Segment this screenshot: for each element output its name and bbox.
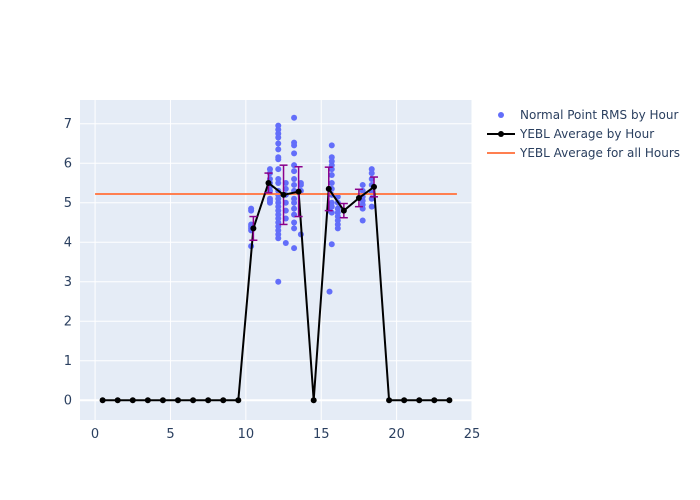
scatter-point xyxy=(359,181,366,188)
legend: Normal Point RMS by Hour YEBL Average by… xyxy=(487,108,680,160)
average-marker xyxy=(340,207,347,214)
y-tick-label: 5 xyxy=(64,196,72,211)
x-tick-label: 25 xyxy=(464,427,481,442)
scatter-point xyxy=(275,176,282,183)
scatter-point xyxy=(291,139,298,146)
y-tick-label: 7 xyxy=(64,117,72,132)
scatter-point xyxy=(291,150,298,157)
scatter-point xyxy=(291,176,298,183)
average-marker xyxy=(431,397,438,404)
scatter-point xyxy=(275,278,282,285)
scatter-point xyxy=(282,199,289,206)
scatter-point xyxy=(291,181,298,188)
legend-average-marker xyxy=(498,131,504,137)
scatter-point xyxy=(291,219,298,226)
average-marker xyxy=(295,188,302,195)
scatter-point xyxy=(275,122,282,129)
average-marker xyxy=(99,397,106,404)
average-marker xyxy=(235,397,242,404)
average-marker xyxy=(175,397,181,404)
scatter-point xyxy=(266,166,273,173)
scatter-point xyxy=(328,179,335,186)
scatter-point xyxy=(291,205,298,212)
scatter-point xyxy=(266,195,273,202)
scatter-point xyxy=(282,179,289,186)
tick-labels: 0 5 10 15 20 25 0 1 2 3 4 5 6 7 xyxy=(64,117,481,442)
scatter-point xyxy=(328,199,335,206)
average-marker xyxy=(310,397,317,404)
scatter-point xyxy=(282,240,289,247)
average-marker xyxy=(190,397,197,404)
x-tick-label: 5 xyxy=(166,427,174,442)
plot-area xyxy=(80,100,472,420)
plot-content xyxy=(95,114,457,404)
scatter-point xyxy=(328,154,335,161)
average-marker xyxy=(250,225,257,232)
average-marker xyxy=(325,185,332,192)
average-marker xyxy=(355,194,362,201)
scatter-point xyxy=(275,140,282,147)
scatter-point xyxy=(368,166,375,173)
average-marker xyxy=(129,397,136,404)
scatter-point xyxy=(275,154,282,161)
average-marker xyxy=(265,179,272,186)
scatter-point xyxy=(334,205,341,212)
scatter-point xyxy=(291,245,298,252)
scatter-point xyxy=(359,217,366,224)
y-tick-label: 3 xyxy=(64,275,72,290)
average-marker xyxy=(401,397,408,404)
scatter-point xyxy=(328,142,335,149)
average-marker xyxy=(205,397,212,404)
scatter-point xyxy=(291,168,298,175)
average-marker xyxy=(220,397,227,404)
average-marker xyxy=(446,397,453,404)
average-marker xyxy=(114,397,121,404)
scatter-point xyxy=(291,225,298,232)
scatter-point xyxy=(297,179,304,186)
scatter-point xyxy=(291,114,298,121)
scatter-point xyxy=(275,146,282,153)
average-marker xyxy=(371,183,377,190)
scatter-point xyxy=(328,241,335,248)
x-tick-label: 10 xyxy=(238,427,255,442)
y-tick-label: 1 xyxy=(64,354,72,369)
scatter-point xyxy=(328,172,335,179)
average-marker xyxy=(386,397,393,404)
average-marker xyxy=(144,397,151,404)
scatter-point xyxy=(275,166,282,173)
y-tick-label: 2 xyxy=(64,315,72,330)
x-tick-label: 20 xyxy=(388,427,405,442)
scatter-point xyxy=(282,185,289,192)
legend-label-average: YEBL Average by Hour xyxy=(519,127,654,141)
legend-label-overall: YEBL Average for all Hours xyxy=(519,146,680,160)
average-marker xyxy=(416,397,423,404)
x-tick-label: 15 xyxy=(313,427,330,442)
legend-label-scatter: Normal Point RMS by Hour xyxy=(520,108,678,122)
x-tick-label: 0 xyxy=(91,427,99,442)
legend-scatter-marker xyxy=(498,112,504,118)
y-tick-label: 4 xyxy=(64,236,72,251)
average-marker xyxy=(159,397,166,404)
y-tick-label: 0 xyxy=(64,394,72,409)
scatter-point xyxy=(282,215,289,222)
average-marker xyxy=(280,191,287,198)
scatter-point xyxy=(282,207,289,214)
scatter-point xyxy=(326,288,333,295)
scatter-point xyxy=(368,203,375,210)
scatter-point xyxy=(291,195,298,202)
scatter-point xyxy=(248,205,255,212)
y-tick-label: 6 xyxy=(64,157,72,172)
